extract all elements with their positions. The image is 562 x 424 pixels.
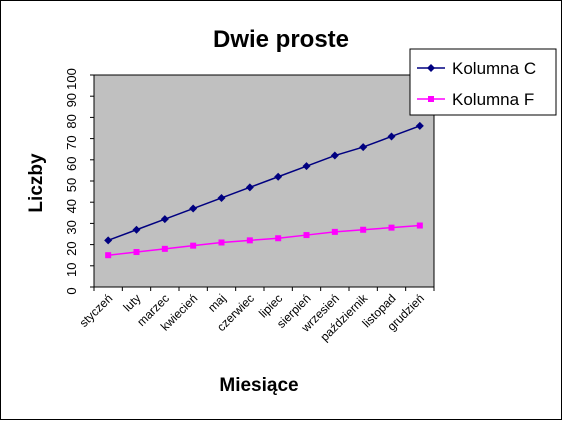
- legend-entry-1: Kolumna C: [417, 59, 536, 78]
- data-point-square: [303, 232, 310, 239]
- x-axis-label: Miesiące: [219, 375, 298, 396]
- data-point-diamond: [132, 225, 141, 234]
- data-point-square: [360, 226, 367, 233]
- data-point-square: [416, 222, 423, 229]
- data-point-diamond: [415, 121, 424, 130]
- data-point-diamond: [160, 215, 169, 224]
- legend-box: [409, 48, 557, 116]
- y-tick-label: 30: [64, 220, 79, 234]
- data-point-square: [218, 239, 225, 246]
- y-tick-label: 50: [64, 178, 79, 192]
- data-point-diamond: [359, 143, 368, 152]
- data-point-square: [388, 224, 395, 231]
- series-line: [107, 125, 421, 242]
- data-point-square: [105, 252, 112, 259]
- legend-label: Kolumna F: [452, 90, 534, 109]
- data-point-diamond: [330, 151, 339, 160]
- legend: Kolumna C Kolumna F: [409, 48, 557, 116]
- data-point-square: [246, 237, 253, 244]
- y-tick-label: 100: [64, 68, 79, 90]
- data-point-square: [428, 96, 434, 102]
- data-point-square: [331, 228, 338, 235]
- x-tick-label: styczeń: [77, 291, 116, 330]
- y-tick-label: 10: [64, 263, 79, 277]
- y-tick-label: 80: [64, 114, 79, 128]
- data-point-diamond: [387, 132, 396, 141]
- data-point-diamond: [427, 64, 435, 72]
- x-tick-label: maj: [205, 291, 229, 315]
- data-point-diamond: [245, 183, 254, 192]
- series-1: [104, 121, 424, 245]
- data-point-square: [190, 242, 197, 249]
- y-tick-label: 70: [64, 135, 79, 149]
- y-tick-label: 0: [64, 287, 79, 294]
- data-point-square: [161, 245, 168, 252]
- data-point-diamond: [274, 172, 283, 181]
- data-point-diamond: [104, 236, 113, 245]
- legend-label: Kolumna C: [452, 59, 536, 78]
- series-line: [108, 224, 420, 256]
- chart-title: Dwie proste: [213, 26, 349, 53]
- series-2: [105, 222, 423, 259]
- y-tick-label: 20: [64, 241, 79, 255]
- data-point-square: [275, 235, 282, 242]
- data-point-diamond: [302, 162, 311, 171]
- y-tick-label: 40: [64, 199, 79, 213]
- data-point-diamond: [217, 193, 226, 202]
- series-layer: [104, 121, 424, 259]
- legend-entry-2: Kolumna F: [417, 90, 534, 109]
- data-point-diamond: [189, 204, 198, 213]
- y-axis-label: Liczby: [26, 153, 47, 213]
- y-axis: 0 10 20 30 40 50 60 70 80 90 100: [64, 68, 94, 295]
- x-tick-label: luty: [121, 291, 144, 314]
- plot-area: [93, 74, 435, 288]
- data-point-square: [133, 249, 140, 256]
- y-tick-label: 60: [64, 157, 79, 171]
- y-tick-label: 90: [64, 93, 79, 107]
